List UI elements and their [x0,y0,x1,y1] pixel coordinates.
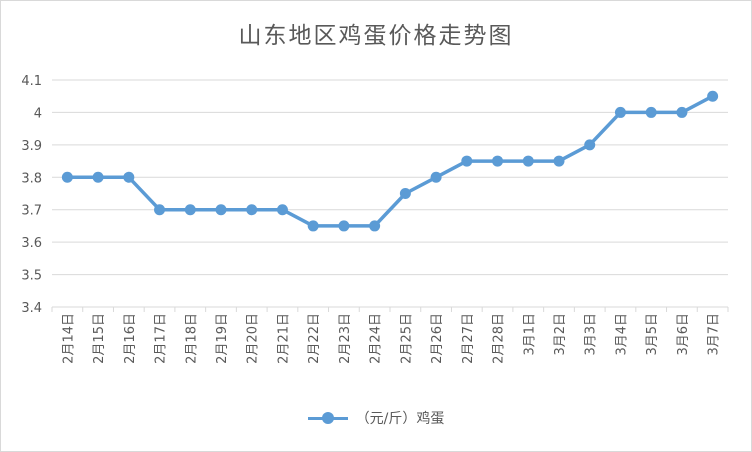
x-tick-label: 3月3日 [584,313,599,356]
data-point [492,155,504,167]
data-point [154,204,166,216]
x-tick-label: 2月14日 [61,313,76,364]
legend-label: （元/斤）鸡蛋 [355,411,445,427]
data-point [92,171,104,183]
y-tick-label: 3.9 [21,139,42,154]
y-tick-label: 3.8 [21,171,42,186]
x-tick-label: 3月4日 [614,313,629,356]
x-tick-label: 3月6日 [676,313,691,356]
y-tick-label: 4.1 [21,74,42,89]
data-point [399,188,411,199]
y-tick-label: 4 [34,106,42,121]
data-point [553,155,565,167]
data-point [338,220,350,232]
x-tick-label: 2月21日 [276,313,291,364]
x-tick-label: 2月24日 [369,313,384,364]
x-tick-label: 3月5日 [645,313,660,356]
x-tick-label: 2月20日 [246,313,261,364]
x-tick-label: 2月23日 [338,313,353,364]
y-tick-label: 3.6 [21,236,42,251]
x-tick-label: 2月28日 [492,313,507,364]
x-tick-label: 2月25日 [399,313,414,364]
x-tick-label: 2月27日 [461,313,476,364]
x-tick-label: 2月19日 [215,313,230,364]
data-point [307,220,319,232]
data-point [584,139,596,151]
x-tick-label: 3月7日 [707,313,722,356]
data-point [123,171,135,183]
data-point [676,106,688,118]
x-tick-label: 2月18日 [184,313,199,364]
legend: （元/斤）鸡蛋 [0,408,752,428]
x-tick-label: 3月1日 [522,313,537,356]
data-point [461,155,473,167]
x-tick-label: 2月17日 [154,313,169,364]
data-point [215,204,227,216]
x-tick-label: 2月16日 [123,313,138,364]
data-point [369,220,381,232]
x-tick-label: 2月15日 [92,313,107,364]
y-tick-label: 3.4 [21,301,42,316]
data-point [707,90,719,102]
legend-swatch [307,411,348,425]
x-tick-label: 3月2日 [553,313,568,356]
x-tick-label: 2月26日 [430,313,445,364]
data-point [645,106,657,118]
data-point [184,204,196,216]
data-point [614,106,626,118]
x-tick-label: 2月22日 [307,313,322,364]
chart-title: 山东地区鸡蛋价格走势图 [238,23,514,49]
y-tick-label: 3.7 [21,204,42,219]
data-point [522,155,534,167]
y-tick-label: 3.5 [21,269,42,284]
data-point [430,171,442,183]
data-point [276,204,288,216]
legend-swatch-marker [321,412,334,424]
data-point [246,204,258,216]
data-point [61,171,73,183]
series-line [65,94,715,228]
